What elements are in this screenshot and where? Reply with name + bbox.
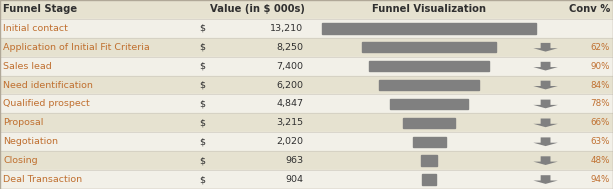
Text: $: $ xyxy=(199,43,205,52)
Text: Conv %: Conv % xyxy=(569,5,610,14)
Bar xyxy=(0,132,613,151)
Text: Negotiation: Negotiation xyxy=(3,137,58,146)
Text: 84%: 84% xyxy=(590,81,610,90)
Bar xyxy=(0,57,613,76)
Text: Need identification: Need identification xyxy=(3,81,93,90)
Polygon shape xyxy=(533,62,558,70)
Text: Qualified prospect: Qualified prospect xyxy=(3,99,90,108)
Bar xyxy=(0,94,613,113)
Text: $: $ xyxy=(199,62,205,71)
Text: Initial contact: Initial contact xyxy=(3,24,68,33)
Text: 3,215: 3,215 xyxy=(276,118,303,127)
Text: 7,400: 7,400 xyxy=(276,62,303,71)
Bar xyxy=(0,151,613,170)
Text: Application of Initial Fit Criteria: Application of Initial Fit Criteria xyxy=(3,43,150,52)
Text: $: $ xyxy=(199,24,205,33)
Text: Sales lead: Sales lead xyxy=(3,62,52,71)
Bar xyxy=(0,19,613,38)
Bar xyxy=(0,113,613,132)
Text: $: $ xyxy=(199,99,205,108)
Polygon shape xyxy=(533,43,558,52)
Bar xyxy=(369,61,489,71)
Polygon shape xyxy=(533,137,558,146)
Text: $: $ xyxy=(199,175,205,184)
Text: $: $ xyxy=(199,156,205,165)
Text: Deal Transaction: Deal Transaction xyxy=(3,175,82,184)
Polygon shape xyxy=(533,119,558,127)
Bar xyxy=(0,38,613,57)
Text: $: $ xyxy=(199,81,205,90)
Text: 13,210: 13,210 xyxy=(270,24,303,33)
Text: Proposal: Proposal xyxy=(3,118,44,127)
Text: 78%: 78% xyxy=(590,99,610,108)
Bar xyxy=(390,99,468,109)
Text: 904: 904 xyxy=(286,175,303,184)
Text: 62%: 62% xyxy=(590,43,610,52)
Text: 94%: 94% xyxy=(590,175,610,184)
Bar xyxy=(0,170,613,189)
Text: Funnel Visualization: Funnel Visualization xyxy=(372,5,486,14)
Polygon shape xyxy=(533,81,558,89)
Bar xyxy=(413,136,446,147)
Text: Closing: Closing xyxy=(3,156,37,165)
Polygon shape xyxy=(533,100,558,108)
Bar xyxy=(422,174,436,185)
Text: 8,250: 8,250 xyxy=(276,43,303,52)
Text: 48%: 48% xyxy=(590,156,610,165)
Bar xyxy=(379,80,479,90)
Bar xyxy=(0,0,613,19)
Bar xyxy=(403,118,455,128)
Bar xyxy=(362,42,496,52)
Text: $: $ xyxy=(199,118,205,127)
Bar xyxy=(421,155,437,166)
Text: Funnel Stage: Funnel Stage xyxy=(3,5,77,14)
Text: Value (in $ 000s): Value (in $ 000s) xyxy=(210,5,305,14)
Text: 90%: 90% xyxy=(590,62,610,71)
Text: 6,200: 6,200 xyxy=(276,81,303,90)
Text: 63%: 63% xyxy=(590,137,610,146)
Text: $: $ xyxy=(199,137,205,146)
Text: 963: 963 xyxy=(285,156,303,165)
Polygon shape xyxy=(533,175,558,184)
Text: 4,847: 4,847 xyxy=(276,99,303,108)
Bar xyxy=(0,76,613,94)
Text: 66%: 66% xyxy=(590,118,610,127)
Polygon shape xyxy=(533,156,558,165)
Text: 2,020: 2,020 xyxy=(276,137,303,146)
Bar xyxy=(322,23,536,34)
